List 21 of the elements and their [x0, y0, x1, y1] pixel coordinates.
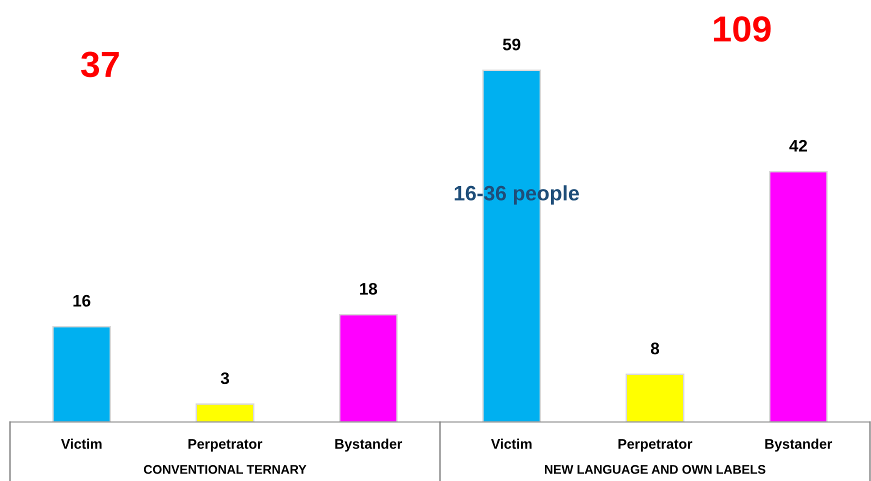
data-label: 59	[502, 38, 520, 50]
bar	[626, 374, 684, 422]
bar	[768, 170, 828, 422]
text: 109	[714, 16, 771, 42]
annotation: 37	[81, 52, 119, 78]
text: NEW LANGUAGE AND OWN LABELS	[544, 465, 766, 474]
text: CONVENTIONAL TERNARY	[144, 465, 306, 474]
bar	[196, 403, 254, 422]
data-label: 42	[789, 140, 807, 152]
x-tick-label: Perpetrator	[618, 439, 692, 452]
data-label: 18	[360, 282, 378, 295]
data-label: 8	[650, 342, 660, 354]
bar	[338, 314, 398, 422]
x-tick-label: Bystander	[335, 438, 402, 452]
x-tick-label: Perpetrator	[188, 439, 262, 452]
data-label: 3	[220, 372, 230, 384]
bar	[52, 326, 112, 422]
x-tick-label: Bystander	[765, 438, 832, 452]
data-label: 16	[73, 294, 90, 307]
x-tick-label: Victim	[491, 438, 532, 449]
x-tick-label: Victim	[61, 438, 102, 449]
